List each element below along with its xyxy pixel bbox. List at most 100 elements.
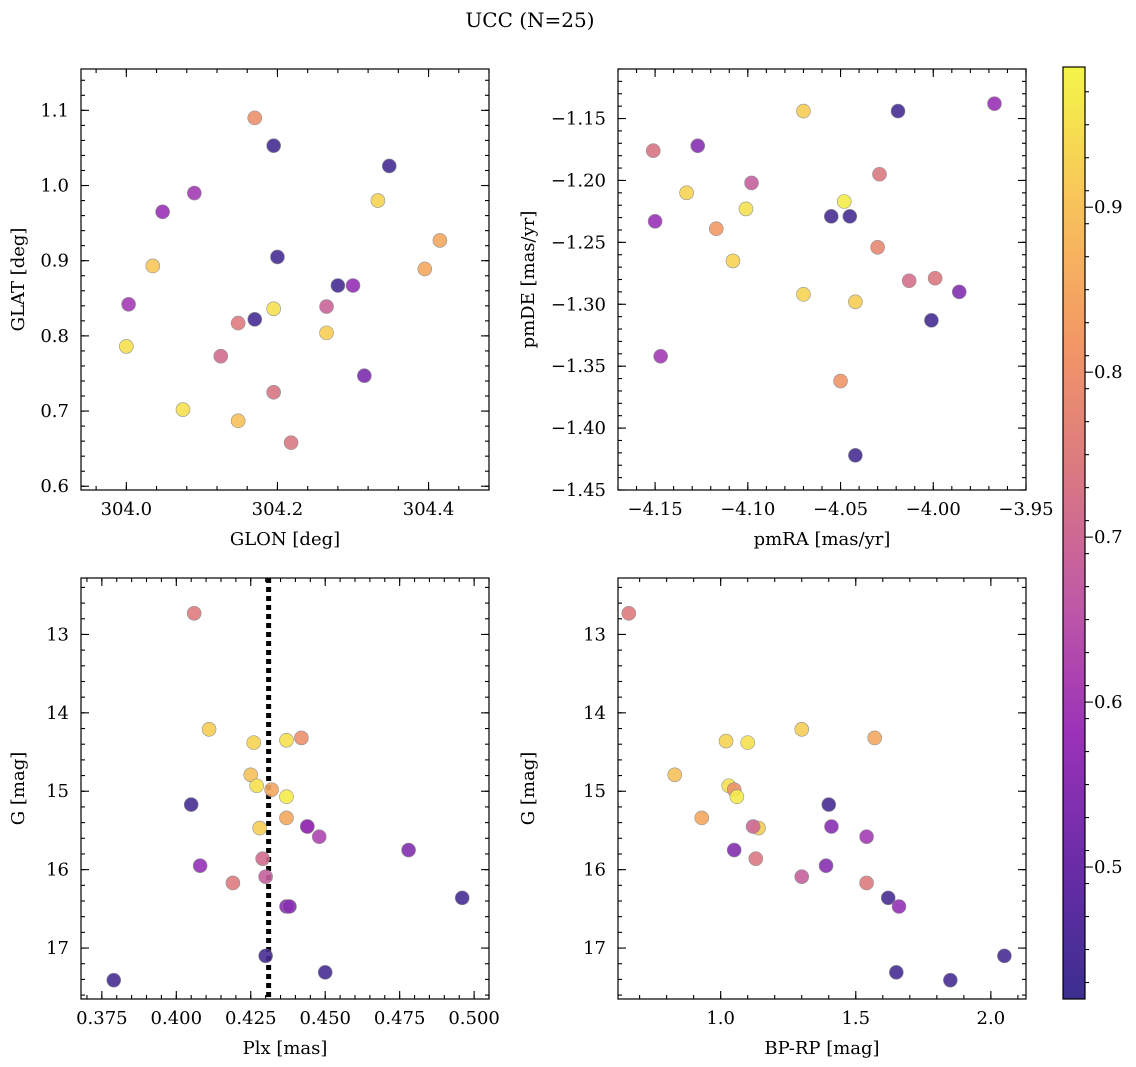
data-point (872, 166, 887, 182)
data-point (266, 301, 281, 317)
y-tick-label: 1.1 (40, 100, 69, 121)
x-axis-label: Plx [mas] (243, 1038, 328, 1059)
data-point (621, 605, 637, 621)
data-point (370, 193, 386, 208)
data-point (796, 103, 811, 119)
data-point (870, 240, 885, 255)
x-tick-label: −4.15 (628, 499, 683, 520)
y-axis-label: G [mag] (518, 752, 539, 825)
y-axis-label: G [mag] (8, 752, 29, 825)
data-point (357, 368, 372, 384)
x-tick-label: 0.500 (448, 1008, 500, 1029)
y-tick-label: 13 (583, 624, 606, 645)
y-tick-label: −1.25 (551, 232, 606, 253)
data-point (745, 819, 761, 834)
data-point (225, 875, 241, 891)
data-point (679, 185, 694, 201)
data-point (294, 730, 309, 746)
y-tick-label: 1.0 (40, 176, 69, 197)
x-axis-label: GLON [deg] (230, 529, 340, 550)
data-point (183, 797, 199, 812)
y-tick-label: −1.20 (551, 170, 606, 191)
data-point (943, 972, 958, 988)
data-point (725, 253, 741, 269)
data-point (175, 402, 191, 417)
x-tick-label: 1.0 (706, 1008, 735, 1029)
data-point (311, 829, 327, 845)
data-point (432, 233, 448, 248)
data-point (266, 384, 281, 400)
figure-title: UCC (N=25) (465, 8, 594, 32)
y-tick-label: 0.6 (40, 476, 69, 497)
x-tick-label: 304.0 (101, 499, 153, 520)
x-axis-label: pmRA [mas/yr] (754, 529, 891, 550)
x-tick-label: 2.0 (977, 1008, 1006, 1029)
x-tick-label: 0.450 (299, 1008, 351, 1029)
data-point (740, 735, 755, 750)
data-point (997, 948, 1012, 964)
data-point (282, 899, 297, 914)
x-axis-label: BP-RP [mag] (764, 1038, 879, 1059)
data-point (796, 287, 811, 302)
data-point (729, 789, 745, 805)
x-tick-label: 0.425 (225, 1008, 277, 1029)
y-tick-label: 17 (46, 938, 69, 959)
panel-bprp-g: 1.0 1.5 2.0 13 14 15 16 17 BP-RP [mag] G [mag] (518, 577, 1027, 1059)
y-tick-label: 0.9 (40, 251, 69, 272)
y-tick-label: 16 (46, 860, 69, 881)
x-tick-label: 1.5 (841, 1008, 870, 1029)
colorbar-tick-label: 0.5 (1094, 857, 1123, 878)
y-tick-label: 14 (583, 703, 606, 724)
colorbar-frame (1062, 66, 1086, 1000)
axes-frame (80, 68, 490, 491)
data-point (842, 209, 858, 224)
axes-frame (617, 577, 1027, 1000)
y-tick-label: 15 (583, 781, 606, 802)
data-point (833, 373, 848, 389)
data-point (345, 278, 361, 293)
data-point (283, 435, 299, 450)
data-point (951, 284, 967, 300)
y-tick-label: 17 (583, 938, 606, 959)
data-point (417, 261, 433, 277)
data-point (924, 313, 939, 328)
y-tick-label: 16 (583, 860, 606, 881)
data-point (927, 270, 943, 286)
data-point (155, 204, 170, 220)
data-point (186, 605, 202, 621)
data-point (119, 339, 134, 354)
y-tick-label: 13 (46, 624, 69, 645)
data-point (726, 842, 742, 858)
data-point (258, 869, 273, 884)
x-tick-label: 0.400 (151, 1008, 203, 1029)
data-point (794, 869, 810, 884)
data-point (247, 312, 263, 327)
data-point (230, 315, 246, 331)
data-point (279, 789, 294, 805)
data-point (748, 851, 764, 866)
data-point (738, 201, 754, 217)
data-point (848, 294, 863, 310)
y-tick-label: −1.15 (551, 109, 606, 130)
data-point (889, 965, 904, 980)
colorbar-tick-label: 0.6 (1094, 692, 1123, 713)
data-point (890, 103, 906, 119)
y-axis-label: GLAT [deg] (8, 228, 29, 332)
x-tick-label: −4.05 (813, 499, 868, 520)
data-point (821, 797, 837, 812)
y-tick-label: 0.8 (40, 326, 69, 347)
data-point (645, 143, 661, 159)
data-point (823, 209, 839, 224)
panel-glon-glat: 304.0 304.2 304.4 0.6 0.7 0.8 0.9 1.0 1.1 GLON [d… (8, 68, 490, 550)
y-tick-label: −1.35 (551, 356, 606, 377)
data-point (901, 273, 917, 289)
data-point (690, 138, 706, 154)
data-point (252, 820, 267, 836)
data-point (230, 413, 246, 429)
scatter-panels: 304.0 304.2 304.4 0.6 0.7 0.8 0.9 1.0 1.1 GLON [d… (8, 68, 1054, 1059)
data-point (192, 858, 208, 874)
x-tick-label: −4.00 (906, 499, 961, 520)
data-point (381, 158, 397, 174)
data-point (818, 858, 834, 874)
